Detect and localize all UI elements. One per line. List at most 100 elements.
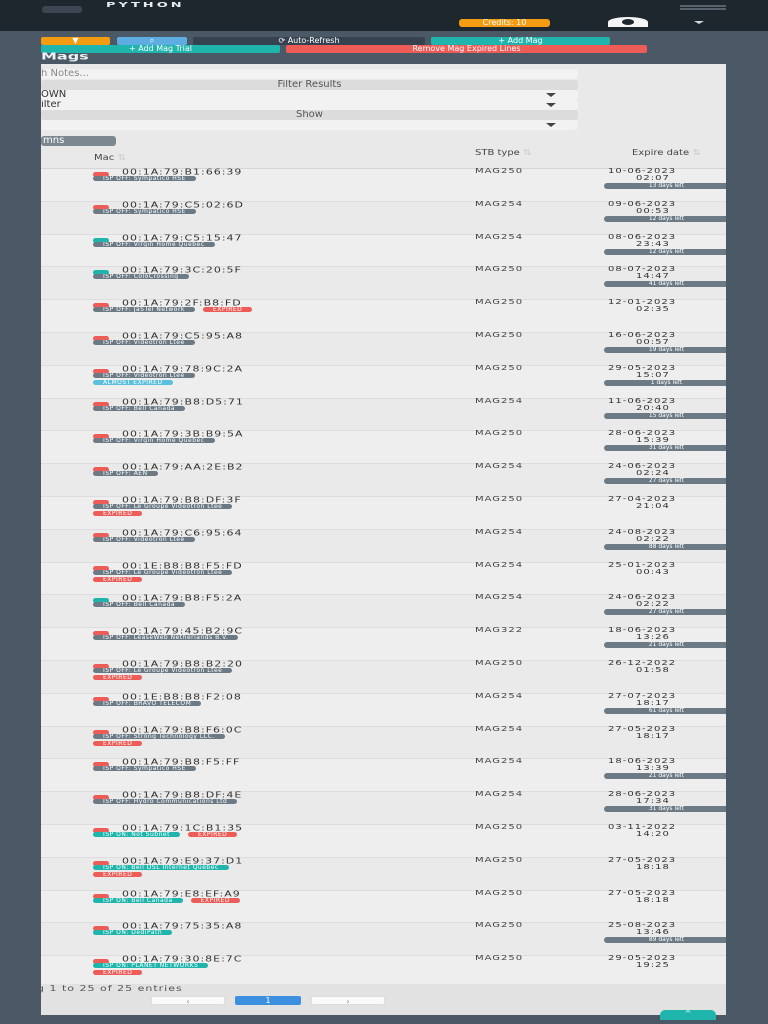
- mac-address[interactable]: 00:1A:79:C6:95:64: [122, 528, 243, 538]
- mac-address[interactable]: 00:1A:79:E8:EF:A9: [122, 889, 241, 899]
- mac-address[interactable]: 00:1A:79:C5:02:6D: [122, 200, 244, 210]
- mac-address[interactable]: 00:1A:79:3B:B9:5A: [122, 429, 244, 440]
- stb-type: MAG254: [475, 200, 524, 209]
- days-left-badge: 61 days left: [604, 707, 726, 714]
- mac-address[interactable]: 00:1A:79:3C:20:5F: [122, 265, 242, 276]
- mac-address[interactable]: 00:1A:79:B8:F6:0C: [122, 725, 243, 735]
- mac-address[interactable]: 00:1A:79:C5:95:A8: [122, 331, 244, 341]
- remove-expired-lines-button[interactable]: Remove Mag Expired Lines: [286, 45, 647, 53]
- mac-address[interactable]: 00:1A:79:B8:D5:71: [122, 397, 244, 407]
- days-left-badge: 13 days left: [604, 183, 726, 189]
- user-avatar[interactable]: [608, 17, 648, 27]
- expire-date: 26-12-2022: [608, 659, 677, 668]
- mac-address[interactable]: 00:1A:79:78:9C:2A: [122, 364, 244, 374]
- expire-date: 09-06-2023: [608, 200, 677, 209]
- panel-title: Mags: [41, 50, 89, 62]
- expire-time: 21:04: [636, 502, 670, 511]
- expire-time: 02:22: [636, 535, 670, 544]
- search-toggle-button[interactable]: ⌕: [117, 37, 187, 45]
- columns-button[interactable]: mns: [41, 136, 116, 146]
- expire-date: 08-07-2023: [608, 265, 677, 274]
- add-mag-trial-button[interactable]: + Add Mag Trial: [41, 45, 280, 53]
- column-header-expire-date[interactable]: Expire date ⇅: [632, 149, 702, 157]
- isp-badge: ISP OFF: AEN: [93, 471, 158, 477]
- scroll-to-top-button[interactable]: ^: [660, 1010, 716, 1020]
- stb-type: MAG250: [475, 265, 524, 274]
- expire-date: 10-06-2023: [608, 167, 677, 176]
- filter-results-button[interactable]: Filter Results: [41, 80, 578, 90]
- mac-address[interactable]: 00:1A:79:1C:B1:35: [122, 823, 244, 833]
- show-button[interactable]: Show: [41, 110, 578, 120]
- mac-address[interactable]: 00:1A:79:B8:F5:FF: [122, 757, 241, 768]
- expire-date: 27-05-2023: [608, 725, 677, 733]
- mac-address[interactable]: 00:1A:79:AA:2E:B2: [122, 462, 244, 472]
- mac-address[interactable]: 00:1E:B8:B8:F5:FD: [122, 561, 243, 571]
- mac-address[interactable]: 00:1E:B8:B8:F2:08: [122, 692, 242, 702]
- status-badge: EXPIRED: [93, 871, 143, 877]
- isp-badges: ISP OFF: Le Groupe Videotron Ltee: [93, 667, 240, 674]
- mac-address[interactable]: 00:1A:79:B8:DF:4E: [122, 790, 243, 800]
- expire-time: 18:18: [636, 896, 670, 904]
- chevron-down-icon[interactable]: [694, 21, 704, 24]
- days-left-badge: 21 days left: [604, 773, 726, 780]
- online-status-dot: [93, 532, 109, 538]
- status-badge: EXPIRED: [93, 970, 143, 976]
- mac-address[interactable]: 00:1A:79:B1:66:39: [122, 167, 243, 177]
- mac-address[interactable]: 00:1A:79:E9:37:D1: [122, 856, 244, 866]
- sidebar-toggle-button[interactable]: [42, 6, 82, 13]
- hamburger-menu-icon[interactable]: [680, 5, 726, 7]
- column-header-stb-type[interactable]: STB type ⇅: [475, 149, 545, 157]
- pagination-page-button[interactable]: 1: [235, 996, 301, 1005]
- pagination-previous-button[interactable]: ‹: [151, 996, 225, 1006]
- page-length-select[interactable]: [41, 120, 578, 130]
- mac-address[interactable]: 00:1A:79:75:35:A8: [122, 921, 243, 932]
- online-status-dot: [93, 401, 109, 407]
- mac-address[interactable]: 00:1A:79:45:B2:9C: [122, 626, 244, 636]
- filter-toggle-button[interactable]: ▼: [41, 37, 110, 45]
- mac-address[interactable]: 00:1A:79:30:8E:7C: [122, 954, 243, 964]
- pagination-next-button[interactable]: ›: [311, 996, 385, 1006]
- owner-select[interactable]: OWN: [41, 90, 578, 100]
- mac-address[interactable]: 00:1A:79:B8:B2:20: [122, 659, 243, 669]
- column-header-mac[interactable]: Mac ⇅: [94, 154, 126, 162]
- isp-badges: ISP OFF: AEN: [93, 471, 166, 477]
- add-mag-button[interactable]: + Add Mag: [431, 37, 610, 45]
- auto-refresh-button[interactable]: ⟳ Auto-Refresh: [193, 37, 425, 45]
- isp-badges: ISP OFF: Le Groupe Videotron Ltee: [93, 503, 240, 510]
- expire-time: 00:43: [636, 568, 670, 576]
- mags-panel: h Notes... Filter Results OWN ilter Show…: [41, 64, 726, 1015]
- mac-address[interactable]: 00:1A:79:B8:DF:3F: [122, 495, 242, 505]
- mac-address[interactable]: 00:1A:79:C5:15:47: [122, 233, 243, 243]
- status-badge: EXPIRED: [93, 674, 143, 680]
- notes-search-input[interactable]: h Notes...: [41, 69, 578, 79]
- expire-date: 24-06-2023: [608, 593, 677, 602]
- expire-time: 02:24: [636, 469, 670, 478]
- filter-select[interactable]: ilter: [41, 100, 578, 110]
- mac-address[interactable]: 00:1A:79:2F:B8:FD: [122, 298, 242, 308]
- mac-address[interactable]: 00:1A:79:B8:F5:2A: [122, 593, 243, 604]
